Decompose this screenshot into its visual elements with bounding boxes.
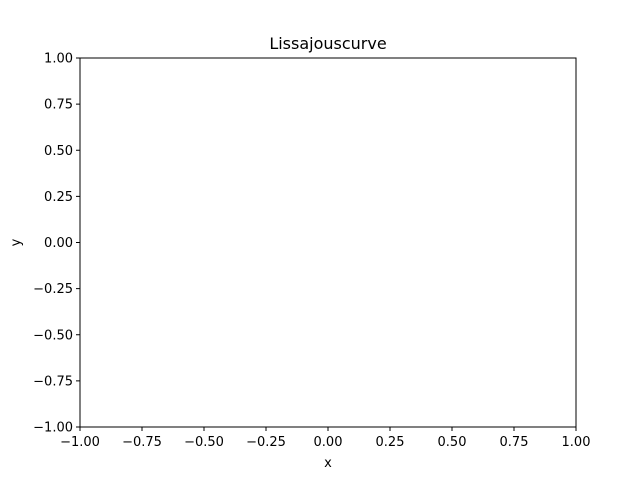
x-tick-label: −1.00 [60,435,100,450]
x-axis-ticks: −1.00 −0.75 −0.50 −0.25 0.00 0.25 0.50 0.75 1.00 [60,427,590,450]
y-tick-label: 0.50 [44,144,73,159]
plot-area [79,57,577,428]
y-axis-ticks: −1.00 −0.75 −0.50 −0.25 0.00 0.25 0.50 0.75 1.00 [33,52,80,436]
x-tick-label: 1.00 [562,435,591,450]
x-tick-label: 0.25 [376,435,405,450]
x-axis-label: x [324,456,332,471]
x-tick-label: 0.75 [500,435,529,450]
axes-frame [79,57,577,428]
y-tick-label: −0.75 [33,374,73,389]
y-tick-label: −0.50 [33,328,73,343]
y-tick-label: −1.00 [33,421,73,436]
y-tick-label: 0.00 [44,236,73,251]
y-tick-label: 1.00 [44,52,73,67]
chart-title: Lissajouscurve [269,34,386,53]
x-tick-label: −0.50 [184,435,224,450]
y-axis-label: y [9,238,24,246]
x-tick-label: 0.00 [314,435,343,450]
x-tick-label: −0.25 [246,435,286,450]
y-tick-label: 0.75 [44,98,73,113]
y-tick-label: −0.25 [33,282,73,297]
x-tick-label: 0.50 [438,435,467,450]
y-tick-label: 0.25 [44,190,73,205]
x-tick-label: −0.75 [122,435,162,450]
